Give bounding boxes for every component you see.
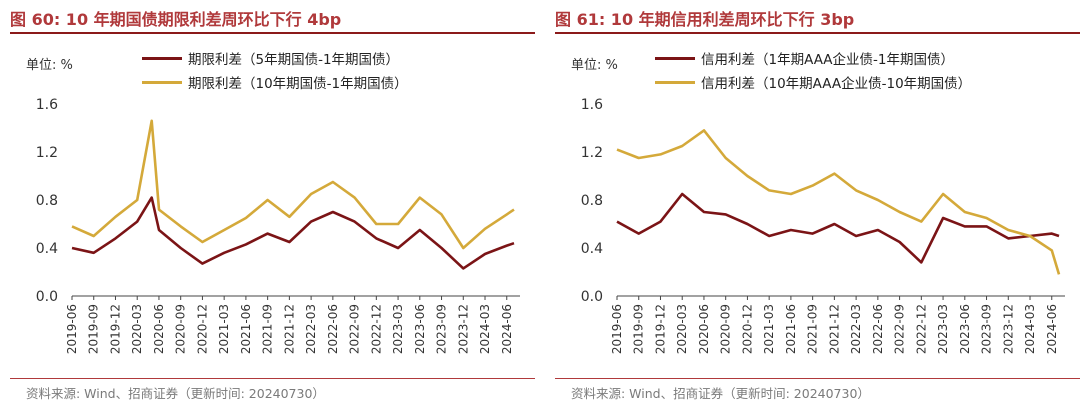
title-divider [555,32,1080,34]
chart-title: 图 61: 10 年期信用利差周环比下行 3bp [555,10,855,29]
y-tick-label: 1.6 [36,97,58,113]
x-tick-label: 2024-03 [478,304,492,354]
y-tick-label: 0.0 [36,289,58,305]
x-tick-label: 2021-09 [806,304,820,354]
legend-item: 期限利差（10年期国债-1年期国债） [142,70,408,94]
chart-svg: 0.0 0.4 0.8 1.2 1.6 2019-06 2019-09 2019-12 2020… [581,97,1065,354]
y-tick-label: 1.2 [581,145,603,161]
x-tick-label: 2021-12 [827,304,841,354]
x-tick-label: 2020-03 [130,304,144,354]
y-tick-label: 0.8 [581,193,603,209]
legend-label: 信用利差（10年期AAA企业债-10年期国债） [701,76,972,92]
x-tick-label: 2021-09 [261,304,275,354]
x-tick-label: 2023-03 [936,304,950,354]
x-tick-label: 2023-09 [980,304,994,354]
x-tick-label: 2023-12 [1001,304,1015,354]
x-tick-label: 2022-06 [326,304,340,354]
source-note: 资料来源: Wind、招商证券（更新时间: 20240730） [571,386,870,401]
x-tick-label: 2020-06 [152,304,166,354]
source-divider [10,378,535,379]
legend-label: 期限利差（10年期国债-1年期国债） [188,76,408,92]
x-tick-label: 2024-06 [500,304,514,354]
x-tick-label: 2022-03 [849,304,863,354]
x-tick-label: 2021-12 [282,304,296,354]
legend-swatch [142,56,182,60]
x-tick-label: 2020-03 [675,304,689,354]
x-tick-label: 2020-06 [697,304,711,354]
chart-panel-right: 图 61: 10 年期信用利差周环比下行 3bp 单位: % 信用利差（1年期A… [555,0,1080,405]
x-tick-label: 2019-09 [87,304,101,354]
x-tick-label: 2020-12 [740,304,754,354]
y-tick-label: 0.8 [36,193,58,209]
x-tick-label: 2023-06 [958,304,972,354]
x-tick-label: 2021-06 [784,304,798,354]
x-tick-label: 2022-03 [304,304,318,354]
x-tick-label: 2024-03 [1023,304,1037,354]
x-tick-label: 2023-06 [413,304,427,354]
legend: 信用利差（1年期AAA企业债-1年期国债） 信用利差（10年期AAA企业债-10… [655,46,971,94]
x-tick-label: 2021-06 [239,304,253,354]
series-line [616,129,1061,275]
x-tick-label: 2023-09 [435,304,449,354]
title-divider [10,32,535,34]
y-tick-label: 0.0 [581,289,603,305]
legend-item: 期限利差（5年期国债-1年期国债） [142,46,408,70]
series-line [616,192,1060,264]
legend-label: 期限利差（5年期国债-1年期国债） [188,52,400,68]
x-tick-label: 2022-06 [871,304,885,354]
legend-item: 信用利差（1年期AAA企业债-1年期国债） [655,46,971,70]
y-tick-label: 0.4 [581,241,603,257]
x-tick-label: 2019-06 [610,304,624,354]
source-note: 资料来源: Wind、招商证券（更新时间: 20240730） [26,386,325,401]
source-divider [555,378,1080,379]
y-tick-label: 1.2 [36,145,58,161]
x-tick-label: 2020-09 [174,304,188,354]
legend-item: 信用利差（10年期AAA企业债-10年期国债） [655,70,971,94]
chart-panel-left: 图 60: 10 年期国债期限利差周环比下行 4bp 单位: % 期限利差（5年… [10,0,535,405]
x-tick-label: 2020-12 [195,304,209,354]
legend-swatch [655,56,695,60]
legend: 期限利差（5年期国债-1年期国债） 期限利差（10年期国债-1年期国债） [142,46,408,94]
x-tick-label: 2024-06 [1045,304,1059,354]
legend-swatch [142,80,182,84]
x-tick-label: 2022-12 [914,304,928,354]
unit-label: 单位: % [26,58,73,73]
y-tick-label: 0.4 [36,241,58,257]
x-tick-label: 2022-12 [369,304,383,354]
unit-label: 单位: % [571,58,618,73]
x-tick-label: 2021-03 [762,304,776,354]
series-line [71,119,515,250]
x-tick-label: 2019-12 [653,304,667,354]
x-tick-label: 2023-12 [456,304,470,354]
x-tick-label: 2019-06 [65,304,79,354]
chart-svg: 0.0 0.4 0.8 1.2 1.6 2019-06 2019-09 2019-12 2020… [36,97,520,354]
x-tick-label: 2022-09 [893,304,907,354]
x-tick-label: 2019-09 [632,304,646,354]
x-tick-label: 2020-09 [719,304,733,354]
x-tick-label: 2021-03 [217,304,231,354]
y-tick-label: 1.6 [581,97,603,113]
series-line [71,196,515,270]
x-tick-label: 2022-09 [348,304,362,354]
x-tick-label: 2023-03 [391,304,405,354]
legend-swatch [655,80,695,84]
x-tick-label: 2019-12 [108,304,122,354]
chart-title: 图 60: 10 年期国债期限利差周环比下行 4bp [10,10,342,29]
legend-label: 信用利差（1年期AAA企业债-1年期国债） [701,52,955,68]
